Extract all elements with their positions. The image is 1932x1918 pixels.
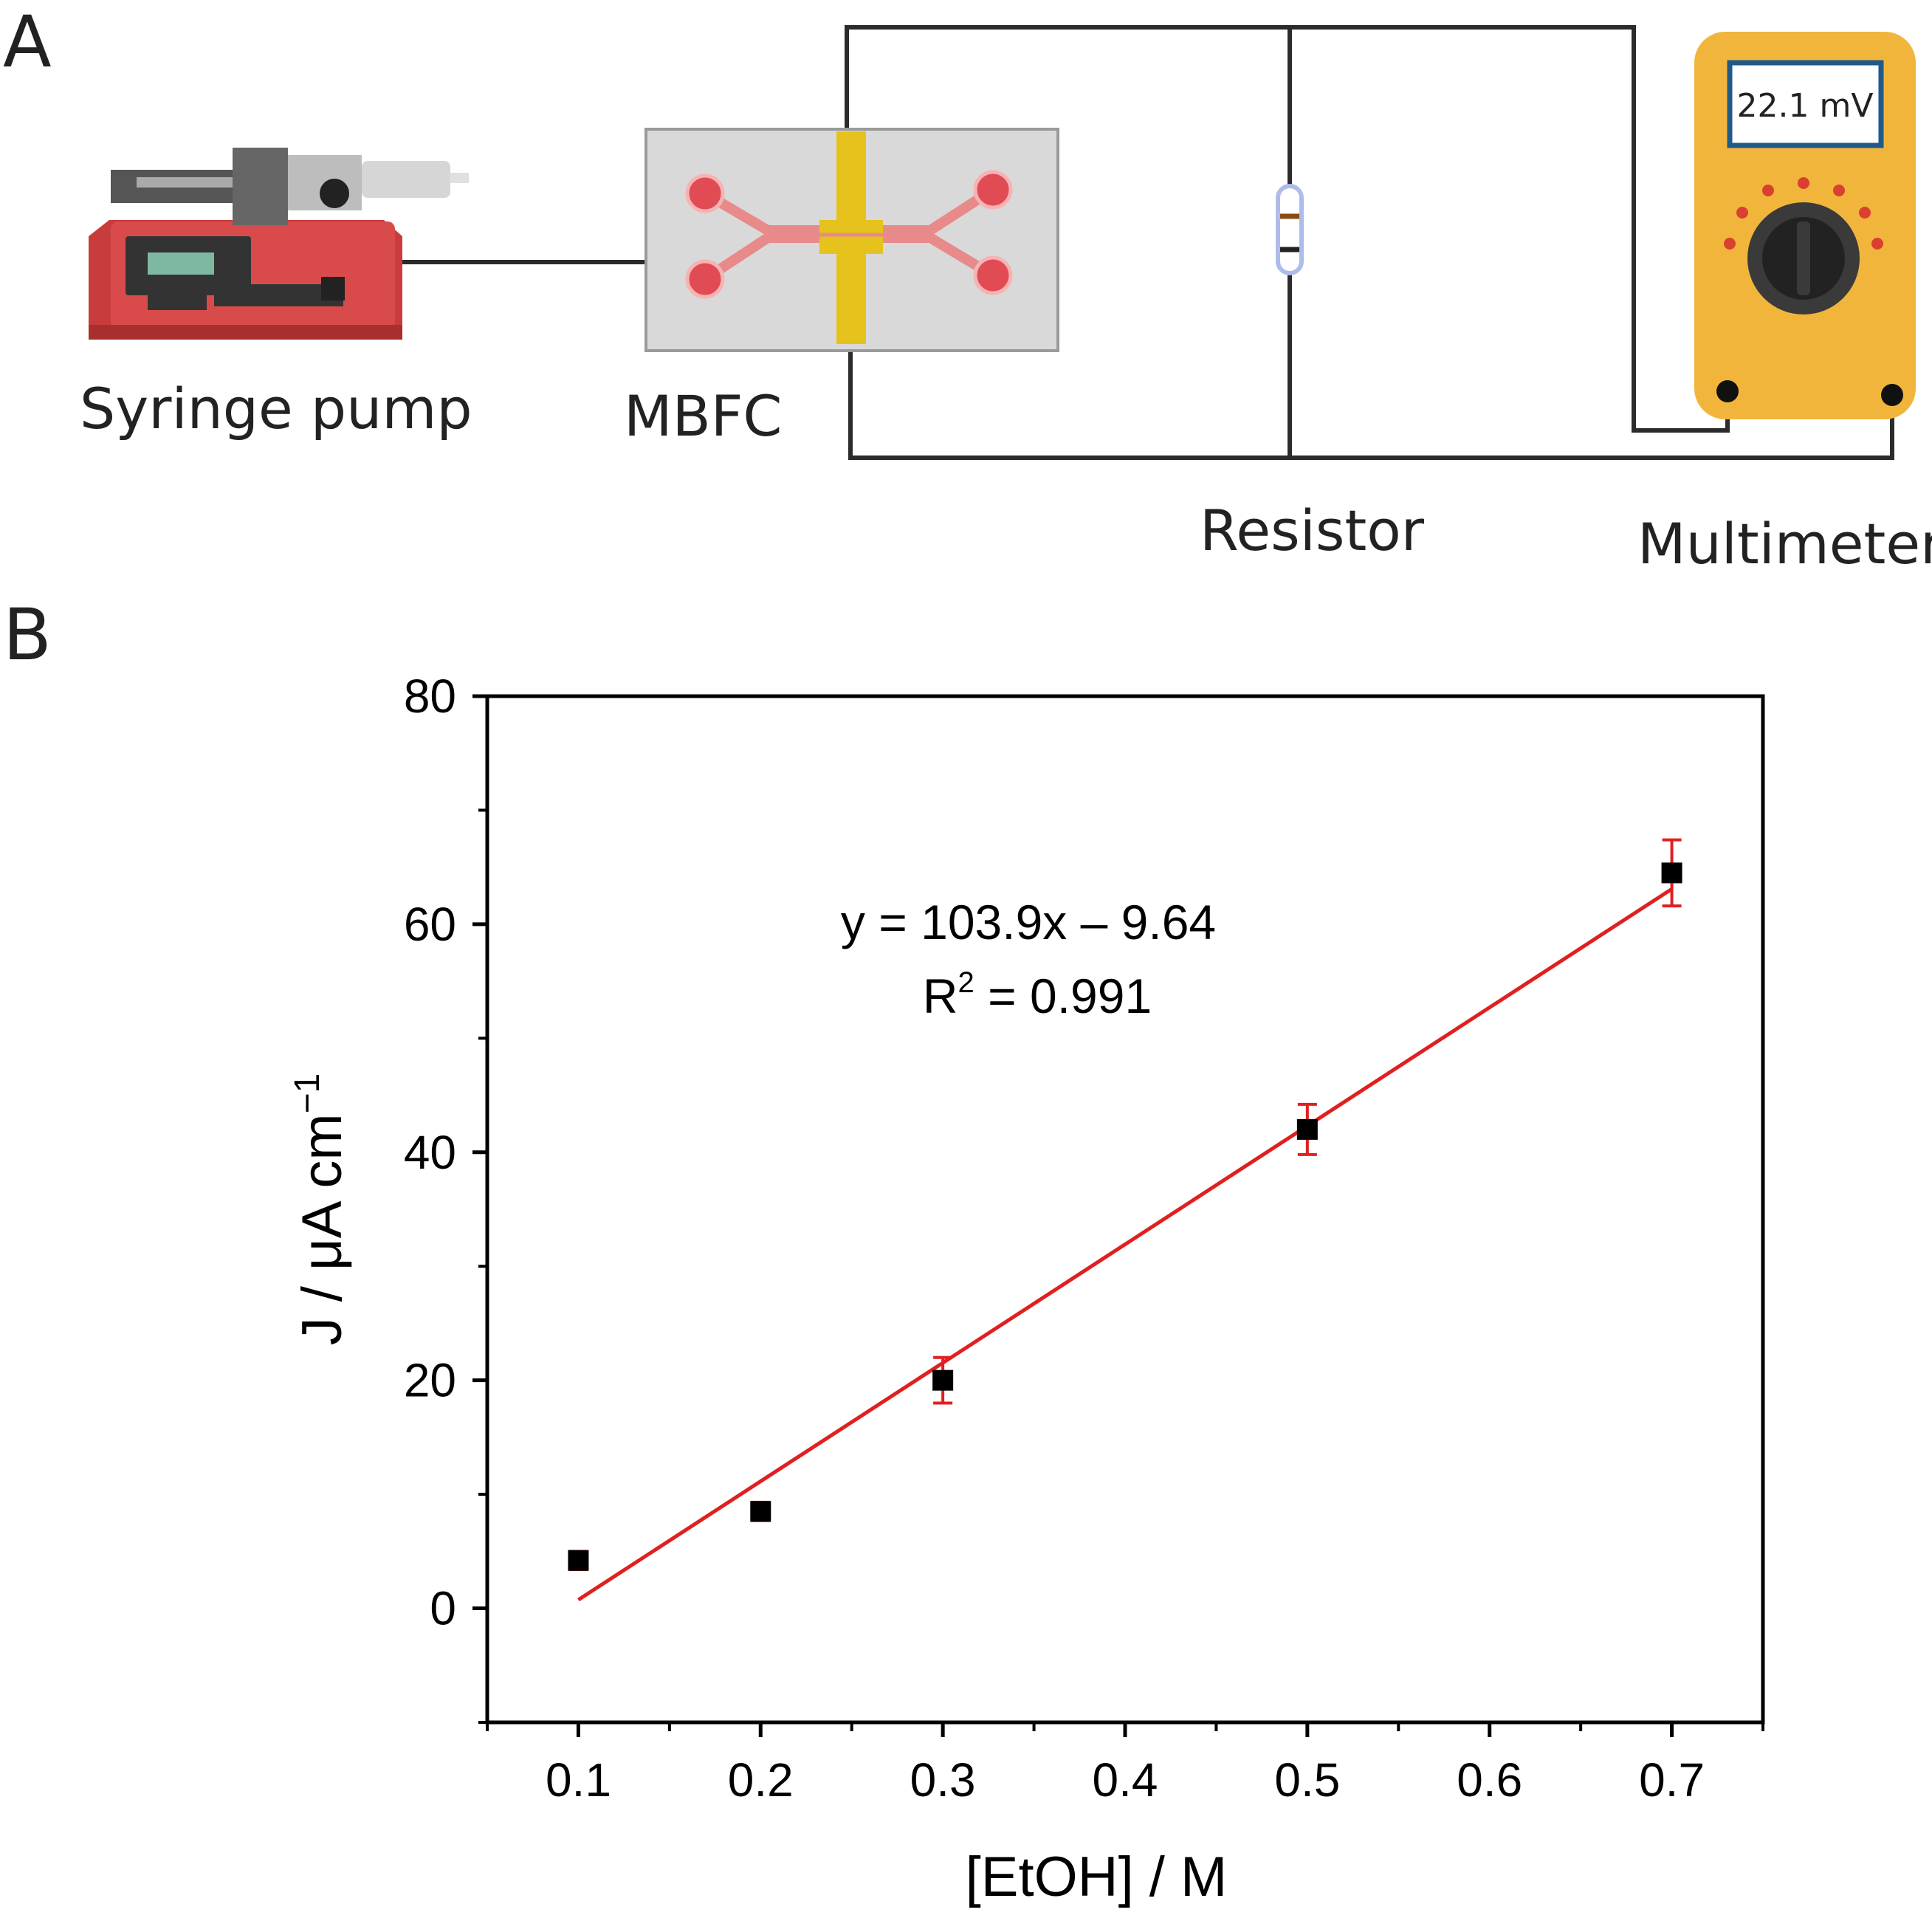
x-tick-label: 0.7 [1639, 1753, 1705, 1807]
y-tick-label: 20 [404, 1354, 456, 1407]
y-axis-title: J / μA cm−1 [288, 1073, 354, 1346]
mbfc-chip-icon [644, 128, 1059, 352]
data-point [1661, 838, 1682, 908]
data-point [1296, 1102, 1318, 1156]
data-points-layer [568, 838, 1682, 1572]
panel-a: A Syringe pump [3, 1, 1932, 577]
data-point [568, 1550, 589, 1572]
multimeter-label: Multimeter [1637, 511, 1932, 577]
circuit-wires [399, 25, 1894, 460]
y-tick-label: 60 [404, 898, 456, 951]
syringe-pump-icon [89, 148, 469, 340]
data-marker [568, 1550, 589, 1571]
data-marker [932, 1369, 954, 1391]
bottom-wire [848, 351, 1894, 460]
multimeter-icon: 22.1 mV [1694, 32, 1916, 419]
x-tick-label: 0.2 [728, 1753, 794, 1807]
resistor-icon [1276, 184, 1304, 275]
x-tick-label: 0.5 [1274, 1753, 1340, 1807]
data-point [932, 1355, 954, 1405]
plot-frame [485, 694, 1765, 1725]
top-wire [845, 25, 1730, 433]
panel-b: B 0.1 0.2 0.3 0.4 0.5 0.6 0.7 0 20 40 60 80 y = 10… [3, 594, 1765, 1908]
fit-r-squared: R2 = 0.991 [923, 966, 1152, 1023]
x-axis-title: [EtOH] / M [966, 1846, 1228, 1908]
fit-line [577, 887, 1673, 1602]
x-axis-ticks: 0.1 0.2 0.3 0.4 0.5 0.6 0.7 [486, 1722, 1764, 1807]
data-point [750, 1500, 771, 1522]
fit-line-layer [577, 887, 1673, 1602]
x-tick-label: 0.3 [910, 1753, 976, 1807]
y-axis-title-superscript: −1 [288, 1073, 327, 1114]
y-tick-label: 40 [404, 1126, 456, 1179]
data-marker [1661, 862, 1682, 884]
fit-equation: y = 103.9x – 9.64 [841, 895, 1216, 949]
data-marker [750, 1501, 771, 1522]
x-tick-label: 0.4 [1093, 1753, 1158, 1807]
r2-value: = 0.991 [974, 969, 1152, 1023]
panel-b-letter: B [3, 594, 52, 676]
y-axis-ticks: 0 20 40 60 80 [404, 670, 487, 1724]
r2-superscript: 2 [958, 966, 974, 999]
syringe-pump-label: Syringe pump [80, 376, 472, 441]
resistor-label: Resistor [1200, 498, 1425, 563]
mbfc-label: MBFC [624, 383, 783, 449]
multimeter-display: 22.1 mV [1737, 87, 1874, 125]
panel-a-letter: A [3, 1, 52, 83]
r2-label: R [923, 969, 958, 1023]
y-tick-label: 80 [404, 670, 456, 723]
data-marker [1296, 1118, 1318, 1140]
y-tick-label: 0 [430, 1582, 456, 1635]
x-tick-label: 0.6 [1457, 1753, 1522, 1807]
y-axis-title-main: J / μA cm [291, 1113, 354, 1345]
x-tick-label: 0.1 [546, 1753, 611, 1807]
